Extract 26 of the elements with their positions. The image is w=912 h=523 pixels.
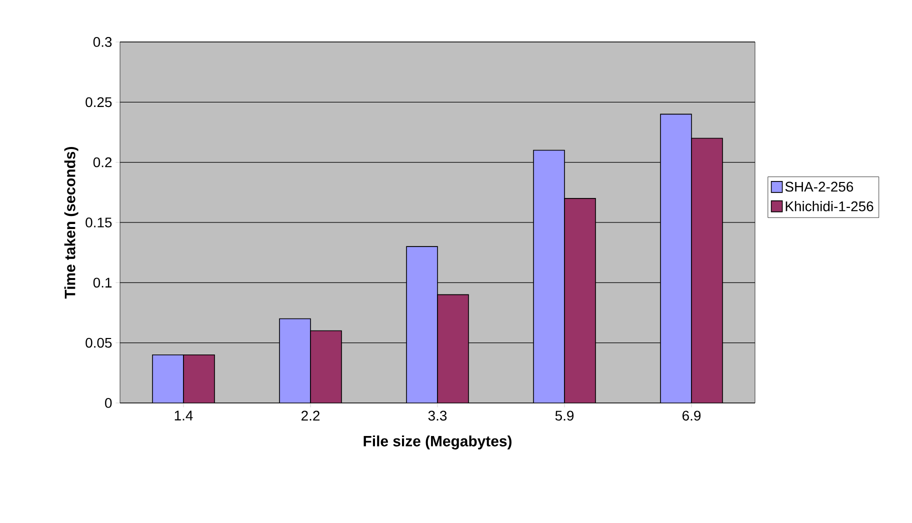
x-tick-label: 6.9 [682,410,701,421]
y-tick-label: 0.2 [93,157,112,168]
x-tick-label: 2.2 [302,410,320,420]
bar [279,318,311,403]
x-tick-label: 5.9 [555,410,574,421]
bar [564,198,596,403]
bar [691,138,723,403]
legend-label: SHA-2-256 [785,182,854,192]
bar [533,150,565,403]
y-tick-label: 0.25 [86,97,112,108]
x-tick-label: 3.3 [428,410,447,421]
y-tick-label: 0.3 [93,37,112,47]
bar [152,354,184,403]
y-axis-title: Time taken (seconds) [64,146,78,299]
bar [310,330,342,403]
y-tick-label: 0.15 [86,218,112,228]
legend-label: Khichidi-1-256 [786,201,874,212]
y-tick-label: 0.1 [93,278,112,288]
bar [660,114,692,403]
y-tick-label: 0 [105,398,112,408]
bar [183,354,215,403]
x-axis-title: File size (Megabytes) [364,435,512,450]
bar [437,294,469,403]
y-tick-label: 0.05 [86,338,112,348]
x-tick-label: 1.4 [174,410,193,420]
bar [406,246,438,403]
